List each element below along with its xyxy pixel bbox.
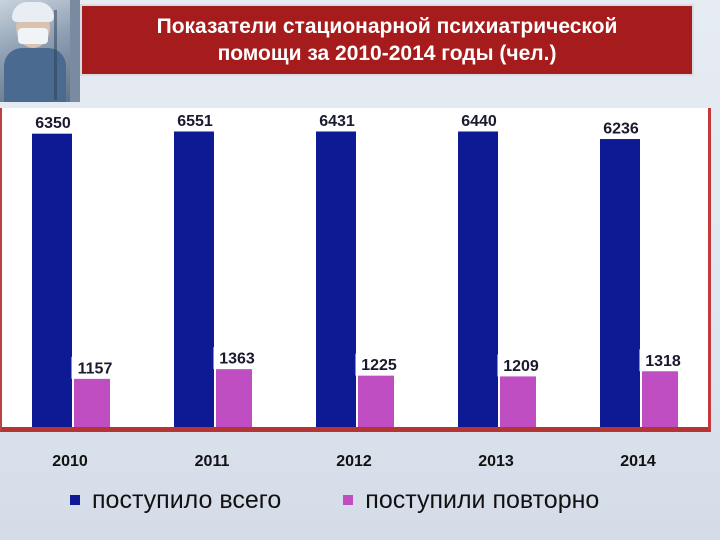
- bar-total-2013: [458, 124, 498, 429]
- data-label-repeat-2014: 1318: [645, 353, 681, 370]
- legend-item-repeat: поступили повторно: [343, 486, 599, 515]
- data-label-repeat-2012: 1225: [361, 357, 397, 374]
- data-label-total-2014: 6236: [603, 121, 639, 138]
- bar-total-2010: [32, 129, 72, 429]
- bar-total-2011: [174, 119, 214, 429]
- x-axis-labels: 2010 2011 2012 2013 2014: [52, 453, 656, 470]
- bar-repeat-2013: [500, 371, 536, 429]
- data-label-repeat-2010: 1157: [78, 360, 113, 377]
- data-label-repeat-2011: 1363: [219, 351, 255, 368]
- label-box-repeat-2014: [639, 349, 687, 372]
- doctor-photo: [0, 0, 70, 102]
- x-tick-label-2012: 2012: [336, 453, 372, 470]
- label-box-repeat-2013: [497, 354, 545, 377]
- data-label-repeat-2013: 1209: [503, 358, 539, 375]
- label-box-total-2010: [29, 111, 77, 134]
- label-box-total-2013: [455, 109, 503, 132]
- data-label-total-2011: 6551: [177, 113, 213, 130]
- label-box-total-2011: [171, 109, 219, 132]
- data-label-total-2013: 6440: [461, 113, 497, 130]
- legend-label-total: поступило всего: [92, 485, 282, 514]
- label-box-repeat-2012: [355, 353, 403, 376]
- x-tick-label-2014: 2014: [620, 453, 656, 470]
- x-tick-label-2011: 2011: [195, 453, 230, 470]
- chart-frame: 6350 1157 6551 1363 6431 1225 6440 1209 6236 1318: [0, 108, 711, 432]
- x-tick-label-2010: 2010: [52, 453, 88, 470]
- legend-swatch-total: [70, 495, 80, 505]
- bar-total-2014: [600, 134, 640, 429]
- legend-item-total: поступило всего: [70, 486, 281, 515]
- data-label-total-2012: 6431: [319, 113, 355, 130]
- label-box-total-2012: [313, 109, 361, 132]
- bar-total-2012: [316, 125, 356, 429]
- legend-label-repeat: поступили повторно: [365, 485, 600, 514]
- decorative-bar: [70, 0, 80, 102]
- data-label-total-2010: 6350: [35, 115, 71, 132]
- slide-title: Показатели стационарной психиатрической …: [156, 15, 618, 65]
- bar-chart: 6350 1157 6551 1363 6431 1225 6440 1209 6236 1318: [2, 109, 708, 429]
- label-box-repeat-2010: [71, 356, 119, 379]
- label-box-total-2014: [597, 117, 645, 140]
- bar-repeat-2014: [642, 366, 678, 429]
- title-banner: Показатели стационарной психиатрической …: [80, 4, 694, 76]
- bar-repeat-2011: [216, 364, 252, 429]
- legend-swatch-repeat: [343, 495, 354, 505]
- x-tick-label-2013: 2013: [478, 453, 514, 470]
- chart-legend: поступило всего поступили повторно: [70, 483, 690, 517]
- bar-repeat-2012: [358, 371, 394, 429]
- bar-repeat-2010: [74, 374, 110, 429]
- label-box-repeat-2011: [213, 347, 261, 370]
